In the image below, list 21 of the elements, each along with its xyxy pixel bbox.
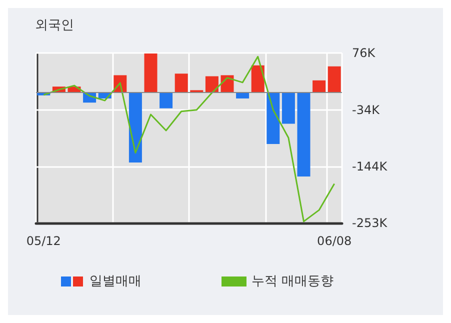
x-tick-label: 05/12 <box>26 234 61 248</box>
y-tick-label: 76K <box>352 46 376 60</box>
chart-title: 외국인 <box>35 18 74 33</box>
bar <box>128 92 142 163</box>
bar <box>297 92 310 176</box>
y-tick-label: -253K <box>352 216 388 230</box>
bar <box>328 66 341 92</box>
bar <box>144 54 158 92</box>
y-tick-label: -144K <box>352 160 388 174</box>
bar <box>312 80 326 92</box>
bar <box>251 65 264 92</box>
legend-label: 누적 매매동향 <box>252 274 334 289</box>
legend-label: 일별매매 <box>90 274 142 289</box>
x-tick-label: 06/08 <box>317 234 352 248</box>
bar <box>205 76 218 92</box>
bar <box>174 74 188 92</box>
bar <box>160 92 173 108</box>
y-tick-label: -34K <box>352 102 381 117</box>
bar <box>266 92 280 144</box>
line-series <box>42 56 336 222</box>
bar <box>282 92 295 124</box>
